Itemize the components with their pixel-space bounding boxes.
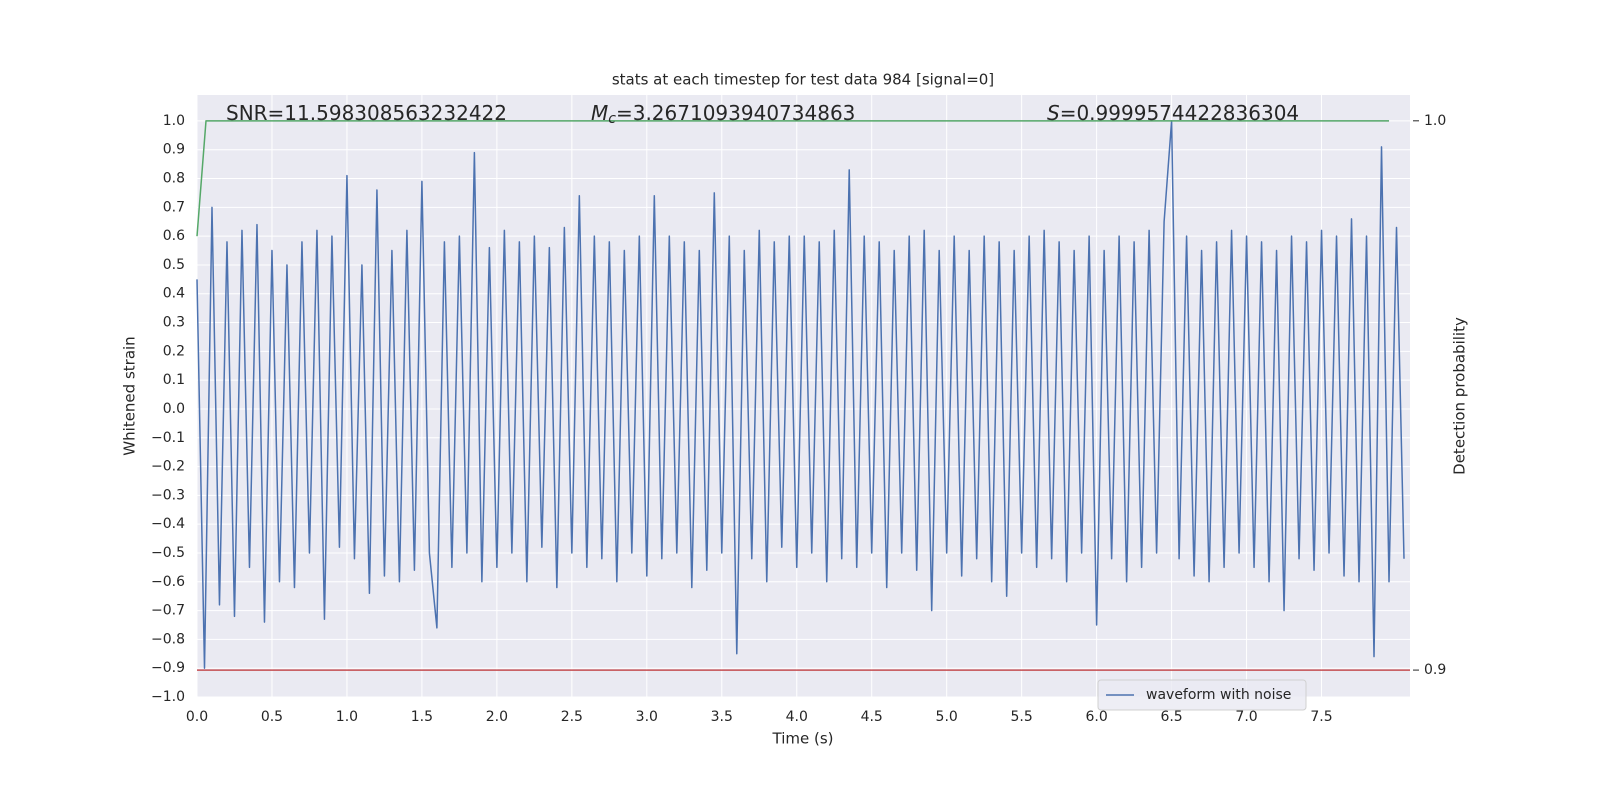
annotation: S=0.9999574422836304 [1047,101,1299,125]
annotation: Mc=3.2671093940734863 [591,101,855,128]
plot-area [197,95,1410,697]
y-tick-label: 0.1 [163,372,185,388]
series-line [196,120,1390,237]
y-tick-label: 0.3 [163,315,185,331]
y-tick-label: −0.3 [151,487,185,503]
y-tick-label: 0.2 [163,343,185,359]
y-tick-label: 0.9 [163,142,185,158]
y2-axis-label: Detection probability [1451,317,1469,475]
legend-label: waveform with noise [1146,687,1291,703]
x-tick-label: 4.5 [861,709,883,725]
x-tick-label: 2.5 [561,709,583,725]
x-axis-label: Time (s) [772,730,834,748]
y-tick-label: −0.7 [151,603,185,619]
y-tick-label: 0.6 [163,228,185,244]
x-tick-label: 0.0 [186,709,208,725]
y-axis-label: Whitened strain [121,336,139,455]
chart-title: stats at each timestep for test data 984… [612,71,994,89]
series-line [196,120,1405,669]
y-tick-label: −0.1 [151,430,185,446]
x-tick-label: 5.5 [1011,709,1033,725]
y2-tick-label: 1.0 [1424,113,1446,129]
annotation-text: =0.9999574422836304 [1060,101,1299,125]
x-tick-label: 0.5 [261,709,283,725]
y-tick-label: −0.6 [151,574,185,590]
y-tick-label: 0.4 [163,286,185,302]
y-tick-label: −0.9 [151,660,185,676]
annotation-symbol: M [591,101,608,125]
y-tick-label: 1.0 [163,113,185,129]
y-tick-label: −0.2 [151,459,185,475]
y-tick-label: 0.7 [163,199,185,215]
y-tick-label: 0.8 [163,171,185,187]
x-tick-label: 4.0 [786,709,808,725]
annotation-text: =3.2671093940734863 [616,101,855,125]
x-tick-label: 6.5 [1160,709,1182,725]
annotation-symbol: S [1047,101,1060,125]
x-tick-label: 6.0 [1085,709,1107,725]
x-tick-label: 1.0 [336,709,358,725]
legend-box [1097,679,1307,711]
x-tick-label: 7.0 [1235,709,1257,725]
y2-tick-label: 0.9 [1424,662,1446,678]
x-tick-label: 1.5 [411,709,433,725]
annotation-subscript: c [608,111,616,127]
annotation: SNR=11.598308563232422 [226,101,507,125]
y-tick-label: 0.0 [163,401,185,417]
y-tick-label: −0.5 [151,545,185,561]
y-tick-label: −1.0 [151,689,185,705]
y-tick-label: −0.4 [151,516,185,532]
x-tick-label: 3.0 [636,709,658,725]
x-tick-label: 7.5 [1310,709,1332,725]
y-tick-label: 0.5 [163,257,185,273]
x-tick-label: 3.5 [711,709,733,725]
y-tick-label: −0.8 [151,631,185,647]
x-tick-label: 2.0 [486,709,508,725]
annotation-text: SNR=11.598308563232422 [226,101,507,125]
x-tick-label: 5.0 [936,709,958,725]
